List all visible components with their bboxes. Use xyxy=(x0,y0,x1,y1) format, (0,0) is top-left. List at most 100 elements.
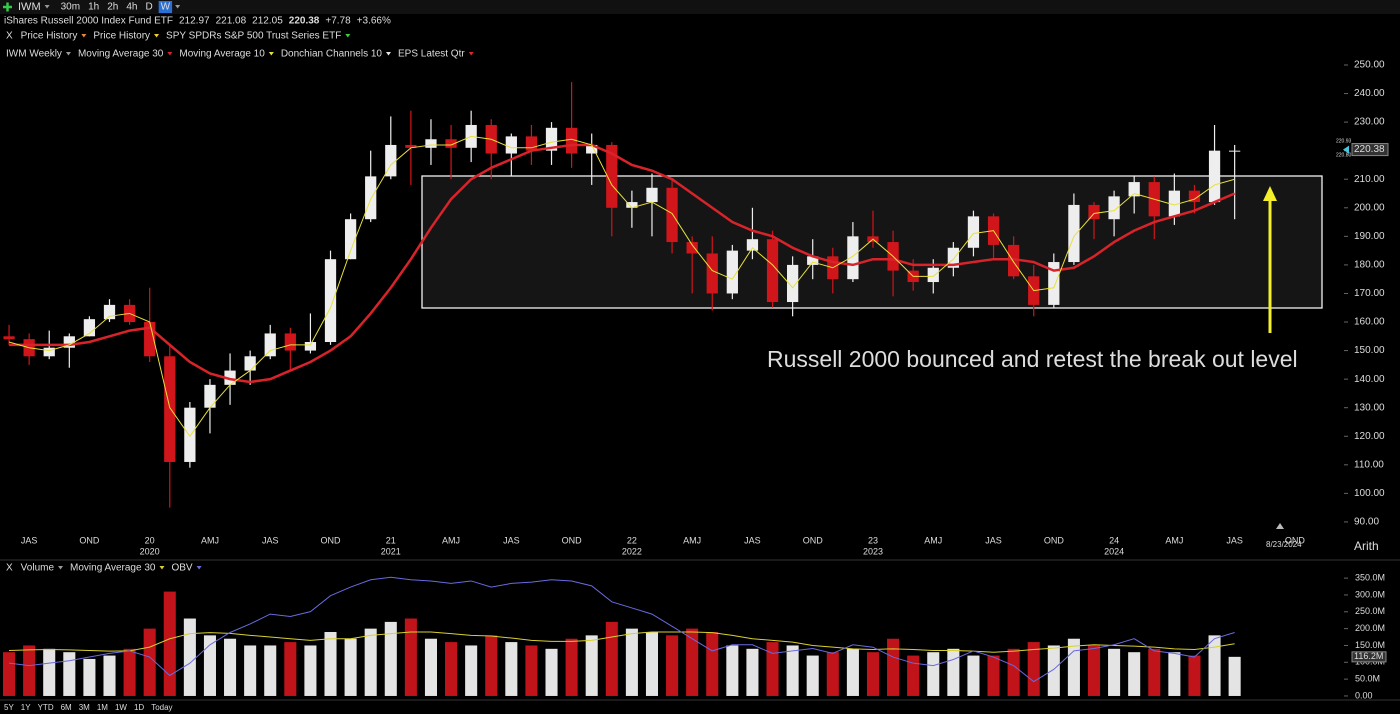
volume-bar xyxy=(445,642,458,696)
interval-button[interactable]: 4h xyxy=(126,2,137,13)
dropdown-caret[interactable] xyxy=(386,52,391,56)
dropdown-caret[interactable] xyxy=(345,34,351,38)
candle-body xyxy=(666,187,678,243)
candle-body xyxy=(445,139,457,148)
y-tick-label: 130.00 xyxy=(1354,402,1385,413)
volume-bar xyxy=(565,638,578,696)
volume-bar xyxy=(726,645,739,696)
volume-bar xyxy=(846,648,859,696)
overlay[interactable]: SPY SPDRs S&P 500 Trust Series ETF xyxy=(166,31,341,42)
volume-bar xyxy=(123,648,136,696)
candle-body xyxy=(646,187,658,203)
dropdown-caret[interactable] xyxy=(159,566,165,570)
volume-bar xyxy=(1128,652,1141,696)
dropdown-caret[interactable] xyxy=(154,34,160,38)
moving-average xyxy=(9,143,1236,384)
dropdown-caret[interactable] xyxy=(81,34,87,38)
candle-body xyxy=(726,250,738,294)
interval-button[interactable]: 2h xyxy=(107,2,118,13)
dropdown-caret[interactable] xyxy=(58,566,64,570)
x-year-label: 2023 xyxy=(863,546,883,556)
close-button[interactable]: X xyxy=(6,31,13,42)
interval-button[interactable]: 30m xyxy=(61,2,80,13)
legend-entry[interactable]: OBV xyxy=(171,563,192,574)
candle-body xyxy=(405,144,417,148)
volume-bar xyxy=(485,635,498,696)
interval-button[interactable]: 1h xyxy=(88,2,99,13)
quote-name: iShares Russell 2000 Index Fund ETF xyxy=(4,16,173,27)
x-tick-label: JAS xyxy=(744,535,761,545)
candle-body xyxy=(144,322,156,357)
candle-body xyxy=(365,176,377,220)
scale-mode[interactable]: Arith xyxy=(1354,539,1379,553)
dropdown-caret[interactable] xyxy=(175,5,181,9)
volume-bar xyxy=(927,652,940,696)
candle-body xyxy=(1168,190,1180,217)
chart-title[interactable]: IWM Weekly xyxy=(6,49,62,60)
volume-bar xyxy=(525,645,538,696)
volume-bar xyxy=(1007,648,1020,696)
candle-body xyxy=(927,267,939,283)
indicator-line xyxy=(8,576,1235,683)
legend-entry[interactable]: Moving Average 10 xyxy=(179,49,265,60)
interval-active[interactable] xyxy=(158,1,173,13)
quote-change-pct: +3.66% xyxy=(357,16,391,27)
volume-bar xyxy=(23,645,36,696)
x-tick-label: AMJ xyxy=(1165,535,1183,545)
range-button[interactable]: 1Y xyxy=(21,703,31,712)
candle-body xyxy=(786,264,799,303)
add-icon[interactable] xyxy=(3,2,12,12)
range-button[interactable]: 1M xyxy=(97,703,108,712)
volume-bar xyxy=(284,642,297,696)
candle-body xyxy=(545,127,558,151)
volume-bar xyxy=(605,621,618,696)
candle-body xyxy=(1128,182,1140,197)
legend-entry[interactable]: Volume xyxy=(21,563,55,574)
dropdown-caret[interactable] xyxy=(65,52,71,56)
legend-entry[interactable]: Moving Average 30 xyxy=(78,49,164,60)
dropdown-caret[interactable] xyxy=(468,52,474,56)
x-tick-label: JAS xyxy=(21,535,38,545)
candle-body xyxy=(807,256,819,265)
arrow-head xyxy=(1263,186,1277,201)
dropdown-caret[interactable] xyxy=(167,52,173,56)
volume-bar xyxy=(384,621,397,696)
candle-body xyxy=(324,259,337,343)
dropdown-caret[interactable] xyxy=(44,5,50,9)
range-button[interactable]: 1W xyxy=(115,703,127,712)
legend-entry[interactable]: Donchian Channels 10 xyxy=(281,49,383,60)
range-button[interactable]: 3M xyxy=(79,703,90,712)
quote-low: 212.05 xyxy=(252,16,283,27)
candle-body xyxy=(505,136,517,154)
x-tick-label: OND xyxy=(79,535,100,545)
volume-bar xyxy=(766,642,779,696)
range-button[interactable]: 6M xyxy=(61,703,72,712)
interval-button[interactable]: W xyxy=(161,2,171,13)
legend-entry[interactable]: EPS Latest Qtr xyxy=(398,49,465,60)
annotation: Russell 2000 bounced and retest the brea… xyxy=(767,346,1298,372)
range-button[interactable]: 1D xyxy=(134,703,144,712)
range-button[interactable]: 5Y xyxy=(4,703,14,712)
interval-button[interactable]: D xyxy=(145,2,152,13)
symbol[interactable]: IWM xyxy=(18,1,41,13)
volume-bar xyxy=(404,618,417,696)
x-tick-label: 20 xyxy=(145,535,155,545)
overlay[interactable]: Price History xyxy=(21,31,78,42)
dropdown-caret[interactable] xyxy=(196,566,202,570)
close-button[interactable]: X xyxy=(6,563,13,574)
x-tick-label: 21 xyxy=(386,535,396,545)
dropdown-caret[interactable] xyxy=(268,52,274,56)
candle-body xyxy=(3,336,15,340)
overlay[interactable]: Price History xyxy=(93,31,150,42)
candle-body xyxy=(626,202,638,208)
x-tick-label: 23 xyxy=(868,535,878,545)
legend-entry[interactable]: Moving Average 30 xyxy=(70,563,156,574)
candle-body xyxy=(746,239,759,251)
x-tick-label: 24 xyxy=(1109,535,1119,545)
range-button[interactable]: YTD xyxy=(38,703,54,712)
candle-body xyxy=(385,144,397,177)
cursor-date: 8/23/2024 xyxy=(1266,540,1302,549)
range-button[interactable]: Today xyxy=(151,703,172,712)
candle-body xyxy=(586,144,598,154)
